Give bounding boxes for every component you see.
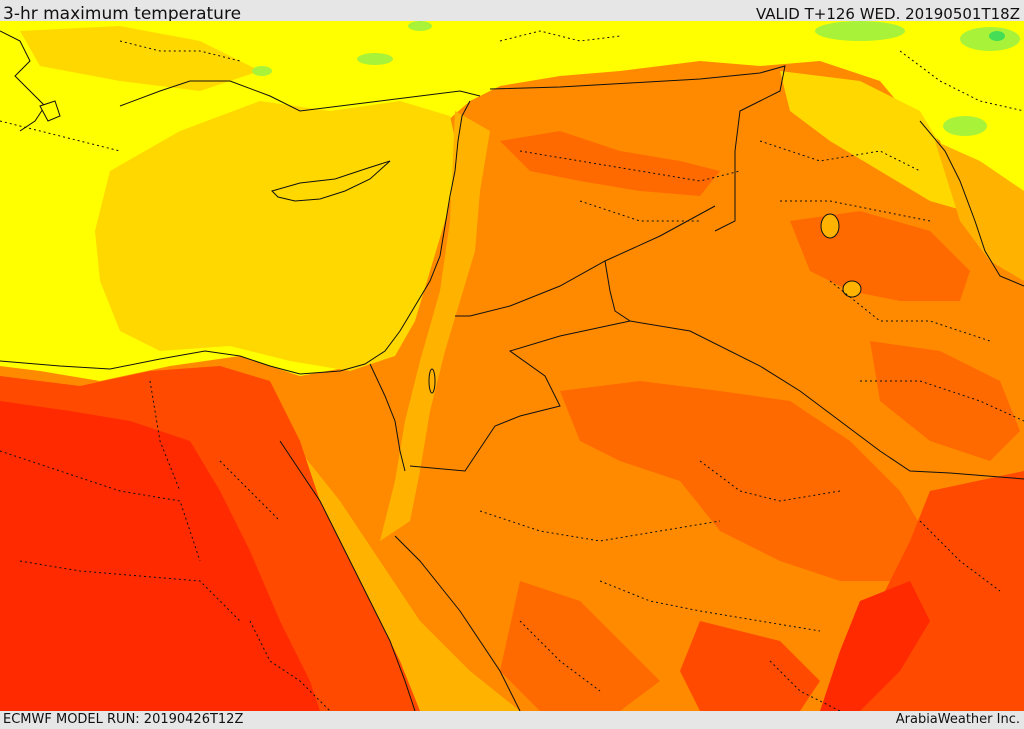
temperature-zone-green-east1 bbox=[815, 21, 905, 41]
internal-boundaries bbox=[0, 30, 1024, 711]
border-syria-iraq bbox=[489, 65, 786, 232]
border-iraq-saudi bbox=[629, 320, 1024, 480]
map-canvas bbox=[0, 21, 1024, 711]
map-title: 3-hr maximum temperature bbox=[3, 4, 242, 24]
temperature-zone-darkorange-south bbox=[500, 581, 660, 711]
temperature-zone-green-east4 bbox=[943, 116, 987, 136]
coastline-gulf bbox=[919, 120, 1024, 287]
temperature-zone-amber-redsea bbox=[290, 451, 520, 711]
temperature-zone-darkorange-mesopotamia bbox=[870, 341, 1020, 461]
lake-dead-sea bbox=[428, 368, 436, 394]
aegean-coast bbox=[0, 30, 46, 132]
temperature-zone-darkorange-north bbox=[500, 131, 720, 196]
lake-habbaniyah bbox=[842, 280, 862, 298]
border-jordan-saudi bbox=[409, 260, 632, 472]
temperature-zone-green-north3 bbox=[252, 66, 272, 76]
temperature-zone-green-east2 bbox=[960, 27, 1020, 51]
temperature-zone-red-east bbox=[820, 581, 930, 711]
credit-label: ArabiaWeather Inc. bbox=[895, 712, 1020, 727]
temperature-zone-green-north2 bbox=[357, 53, 393, 65]
temperature-zone-gold-east bbox=[780, 71, 965, 211]
model-run-label: ECMWF MODEL RUN: 20190426T12Z bbox=[3, 712, 244, 727]
coastline-anatolia bbox=[119, 80, 481, 112]
island-rhodes bbox=[39, 100, 61, 122]
temperature-zone-gold-north bbox=[20, 26, 260, 91]
lake-tharthar bbox=[820, 213, 840, 239]
temperature-zone-darkorange-central bbox=[560, 381, 930, 581]
temperature-zone-redorange-south bbox=[680, 621, 820, 711]
temperature-zone-amber-levant bbox=[380, 111, 490, 541]
border-jordan-iraq bbox=[455, 205, 716, 317]
temperature-zone-green-north1 bbox=[408, 21, 432, 31]
valid-time-label: VALID T+126 WED. 20190501T18Z bbox=[755, 5, 1020, 23]
temperature-zone-green-east3 bbox=[989, 31, 1005, 41]
temperature-map bbox=[0, 21, 1024, 711]
coastline bbox=[0, 100, 471, 375]
border-egypt-israel bbox=[369, 363, 406, 472]
coastline-red-sea-west bbox=[279, 440, 416, 711]
island-cyprus bbox=[271, 160, 391, 202]
coastline-red-sea-east bbox=[394, 535, 521, 711]
temperature-zone-red-egypt bbox=[0, 401, 320, 711]
